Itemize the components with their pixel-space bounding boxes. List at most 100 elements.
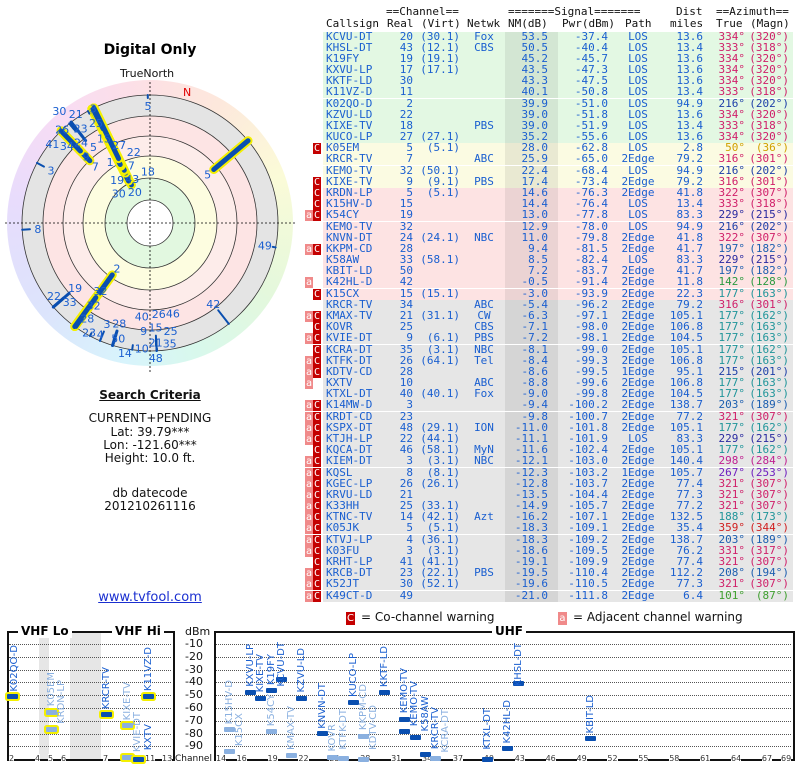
station-channel-label: 42 <box>206 298 220 311</box>
table-row[interactable]: KHSL-DT 43 (12.1) CBS 50.5 -40.4 LOS 13.4 333° (3… <box>323 41 793 54</box>
spectrum-station-bar[interactable] <box>327 754 339 760</box>
table-row[interactable]: K19FY 19 (19.1) 45.2 -45.7 LOS 13.6 334° (320°) <box>323 52 793 65</box>
table-row[interactable]: KOVR 25 CBS -7.1 -98.0 2Edge 106.8 177° (163°) <box>323 320 793 334</box>
table-row[interactable]: KSPX-DT 48 (29.1) ION -11.0 -101.8 2Edge 105.1 1… <box>323 421 793 434</box>
table-row[interactable]: K05JK 5 (5.1) -18.3 -109.1 2Edge 35.4 359° (344°… <box>323 522 793 535</box>
table-row[interactable]: K33HH 25 (33.1) -14.9 -105.7 2Edge 77.2 321° (30… <box>323 500 793 513</box>
spectrum-station-bar[interactable] <box>481 756 493 762</box>
spectrum-station-bar[interactable] <box>255 695 267 701</box>
table-row[interactable]: KEMO-TV 32 (50.1) 22.4 -68.4 LOS 94.9 216° (202°… <box>323 164 793 177</box>
table-row[interactable]: KTJH-LP 22 (44.1) -11.1 -101.9 LOS 83.3 229° (21… <box>323 432 793 445</box>
table-row[interactable]: KRDT-CD 23 -9.8 -100.7 2Edge 77.2 321° (307°) <box>323 410 793 423</box>
spectrum-station-bar[interactable] <box>7 694 18 700</box>
table-row[interactable]: KXTV 10 ABC -8.8 -99.6 2Edge 106.8 177° (163°) <box>323 377 793 390</box>
spectrum-station-bar[interactable] <box>224 726 236 732</box>
table-row[interactable]: K15HV-D 15 14.4 -76.4 LOS 13.4 333° (318°) <box>323 198 793 211</box>
table-row[interactable]: K14MW-D 3 -9.4 -100.2 2Edge 138.7 203° (189°) <box>323 399 793 412</box>
table-row[interactable]: KRVU-LD 21 -13.5 -104.4 2Edge 77.3 321° (307°) <box>323 488 793 501</box>
table-row[interactable]: KKTF-LD 30 43.3 -47.5 LOS 13.6 334° (320°) <box>323 75 793 88</box>
table-row[interactable]: KMAX-TV 21 (31.1) CW -6.3 -97.1 2Edge 105.1 177°… <box>323 310 793 322</box>
table-row[interactable]: K49CT-D 49 -21.0 -111.8 2Edge 6.4 101° (87°) <box>323 589 793 602</box>
table-row[interactable]: KRCR-TV 7 ABC 25.9 -65.0 2Edge 79.2 316° (301°) <box>323 153 793 166</box>
spectrum-station-bar[interactable] <box>317 731 328 737</box>
spectrum-station-bar[interactable] <box>399 729 411 735</box>
spectrum-station-bar[interactable] <box>296 695 308 701</box>
spectrum-station-bar[interactable] <box>46 726 57 732</box>
table-row[interactable]: KXVU-LP 17 (17.1) 43.5 -47.3 LOS 13.6 334° (320°… <box>323 64 793 77</box>
table-row[interactable]: KRCR-TV 34 ABC -5.4 -96.2 2Edge 79.2 316° (301°) <box>323 298 793 311</box>
spectrum-station-bar[interactable] <box>358 733 370 739</box>
table-row[interactable]: K42HL-D 42 -0.5 -91.4 2Edge 11.8 142° (128°) <box>323 276 793 289</box>
spectrum-station-bar[interactable] <box>430 755 442 761</box>
table-row[interactable]: KIXE-TV 9 (9.1) PBS 17.4 -73.4 2Edge 79.2 316° (3… <box>323 175 793 188</box>
cell-real: 50 <box>399 264 413 278</box>
spectrum-station-bar[interactable] <box>143 694 154 700</box>
spectrum-station-bar[interactable] <box>337 756 349 762</box>
table-row[interactable]: KVIE-DT 9 (6.1) PBS -7.2 -98.1 2Edge 104.5 177°(… <box>323 332 793 345</box>
table-row[interactable]: KTNC-TV 14 (42.1) Azt -16.2 -107.1 2Edge 132.5 1… <box>323 511 793 524</box>
table-row[interactable]: KQCA-DT 46 (58.1) MyN -11.6 -102.4 2Edge 105.1 1… <box>323 444 793 457</box>
table-row[interactable]: K15CX 15 (15.1) -3.0 -93.9 2Edge 22.3 177° (163°… <box>323 286 793 300</box>
spectrum-station-bar[interactable] <box>358 756 370 762</box>
table-row[interactable]: K54CY 19 13.0 -77.8 LOS 83.3 229° (215°) <box>323 209 793 222</box>
table-row[interactable]: K03FU 3 (3.1) -18.6 -109.5 2Edge 76.2 331° (317°… <box>323 543 793 557</box>
table-row[interactable]: KRCB-DT 23 (22.1) PBS -19.5 -110.4 2Edge 112.2 2… <box>323 567 793 580</box>
spectrum-station-bar[interactable] <box>409 734 421 740</box>
cell-virt: (41.1) <box>420 554 460 568</box>
spectrum-station-bar[interactable] <box>502 746 514 752</box>
table-row[interactable]: KTXL-DT 40 (40.1) Fox -9.0 -99.8 2Edge 104.5 177… <box>323 388 793 401</box>
table-row[interactable]: KRDN-LP 5 (5.1) 14.6 -76.3 2Edge 41.8 322° (307°… <box>323 187 793 200</box>
spectrum-station-bar[interactable] <box>286 753 298 759</box>
table-row[interactable]: KIXE-TV 18 PBS 39.0 -51.9 LOS 13.4 333° (318°) <box>323 119 793 132</box>
table-row[interactable]: KCRA-DT 35 (3.1) NBC -8.1 -99.0 2Edge 105.1 177°… <box>323 343 793 356</box>
cell-call: K15CX <box>326 286 360 300</box>
spectrum-station-bar[interactable] <box>265 728 277 734</box>
spectrum-station-bar[interactable] <box>244 689 256 695</box>
table-row[interactable]: K52JT 30 (52.1) -19.6 -110.5 2Edge 77.3 321° (30… <box>323 578 793 591</box>
table-row[interactable]: KEMO-TV 32 12.9 -78.0 LOS 94.9 216° (202°) <box>323 220 793 233</box>
spectrum-station-bar[interactable] <box>122 754 133 760</box>
table-row[interactable]: K05EM 5 (5.1) 28.0 -62.8 LOS 2.8 50° (36°) <box>323 142 793 155</box>
station-channel-label: 40 <box>135 310 149 323</box>
table-row[interactable]: KZVU-LD 22 39.0 -51.8 LOS 13.6 334° (320°) <box>323 108 793 121</box>
spectrum-station-bar[interactable] <box>132 756 144 762</box>
spectrum-station-bar[interactable] <box>378 690 390 695</box>
spectrum-station-bar[interactable] <box>101 712 112 718</box>
station-channel-label: 41 <box>45 138 59 151</box>
table-row[interactable]: KTFK-DT 26 (64.1) Tel -8.4 -99.3 2Edge 106.8 177… <box>323 354 793 367</box>
cell-dist: 76.2 <box>676 543 704 557</box>
table-row[interactable]: K02QO-D 2 39.9 -51.0 LOS 94.9 216° (202°) <box>323 97 793 110</box>
table-row[interactable]: KQSL 8 (8.1) -12.3 -103.2 1Edge 105.7 267° (253°… <box>323 465 793 479</box>
table-row[interactable]: KRHT-LP 41 (41.1) -19.1 -109.9 2Edge 77.4 321°(… <box>323 554 793 568</box>
table-row[interactable]: KIEM-DT 3 (3.1) NBC -12.1 -103.0 2Edge 140.4 298… <box>323 455 793 468</box>
cell-pwr: -103.2 <box>568 465 608 479</box>
station-signal-mark <box>69 120 84 138</box>
table-row[interactable]: KGEC-LP 26 (26.1) -12.8 -103.7 2Edge 77.4 321°(… <box>323 477 793 490</box>
table-row[interactable]: KNVN-DT 24 (24.1) NBC 11.0 -79.8 2Edge 41.8 322°… <box>323 231 793 244</box>
table-row[interactable]: KTVJ-LP 4 (36.1) -18.3 -109.2 2Edge 138.7 203°(… <box>323 533 793 546</box>
cell-mag: (163°) <box>749 320 789 334</box>
spectrum-station-bar[interactable] <box>584 736 596 742</box>
table-row[interactable]: KUCO-LP 27 (27.1) 35.2 -55.6 LOS 13.6 334° (320°… <box>323 131 793 144</box>
station-channel-label: 48 <box>149 352 163 365</box>
spectrum-station-bar[interactable] <box>122 723 133 729</box>
table-row[interactable]: KBIT-LD 50 7.2 -83.7 2Edge 41.7 197° (182°) <box>323 264 793 278</box>
spectrum-station-bar[interactable] <box>224 749 236 755</box>
station-signal-mark <box>88 332 93 338</box>
spectrum-station-label: KHSL-DT <box>512 642 524 686</box>
table-row[interactable]: KKPM-CD 28 9.4 -81.5 2Edge 41.7 197° (182°) <box>323 242 793 255</box>
spectrum-station-bar[interactable] <box>399 716 411 722</box>
table-row[interactable]: KDTV-CD 28 -8.6 -99.5 1Edge 95.1 215° (201°) <box>323 365 793 378</box>
tvfool-link[interactable]: www.tvfool.com <box>98 590 202 605</box>
cell-dist: 105.7 <box>669 465 703 479</box>
spectrum-station-bar[interactable] <box>347 700 359 706</box>
spectrum-station-bar[interactable] <box>512 680 524 686</box>
table-row[interactable]: KCVU-DT 20 (30.1) Fox 53.5 -37.4 LOS 13.6 334° (3… <box>323 30 793 43</box>
spectrum-station-bar[interactable] <box>275 677 287 683</box>
spectrum-station-bar[interactable] <box>265 687 277 693</box>
table-row[interactable]: K58AW 33 (58.1) 8.5 -82.4 LOS 83.3 229° (215°) <box>323 254 793 267</box>
table-row[interactable]: K11VZ-D 11 40.1 -50.8 LOS 13.4 333° (318°) <box>323 86 793 99</box>
spectrum-station-bar[interactable] <box>420 752 431 758</box>
spectrum-station-bar[interactable] <box>46 709 57 715</box>
station-channel-label: 32 <box>94 285 108 298</box>
